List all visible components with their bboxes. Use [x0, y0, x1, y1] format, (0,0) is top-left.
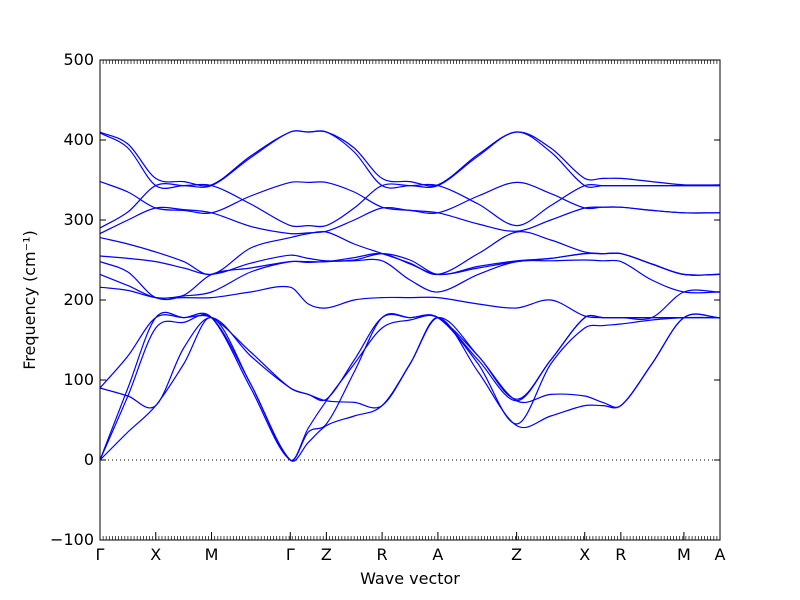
x-tick-label: Γ	[96, 545, 105, 564]
y-tick-label: 200	[63, 290, 94, 309]
y-tick-label: 100	[63, 370, 94, 389]
band-line-b4	[99, 313, 721, 409]
band-line-b3	[99, 311, 720, 461]
band-line-b11	[99, 206, 721, 235]
band-line-b13	[99, 181, 721, 214]
y-axis-title: Frequency (cm⁻¹)	[20, 230, 39, 369]
x-tick-label: R	[377, 545, 388, 564]
x-tick-label: A	[432, 545, 443, 564]
x-tick-label: Γ	[286, 545, 295, 564]
x-tick-label: Z	[511, 545, 522, 564]
band-line-b2	[99, 313, 721, 462]
band-line-b5	[99, 313, 720, 402]
x-tick-label: X	[150, 545, 161, 564]
band-line-b15	[99, 130, 721, 187]
band-line-b12	[99, 183, 720, 229]
x-tick-label: A	[715, 545, 726, 564]
band-line-b10	[99, 230, 721, 276]
band-line-b7	[99, 258, 721, 299]
y-tick-label: 400	[63, 130, 94, 149]
x-axis-title: Wave vector	[360, 569, 460, 588]
x-tick-label: R	[615, 545, 626, 564]
x-tick-label: M	[205, 545, 219, 564]
band-line-b14	[99, 130, 720, 189]
x-tick-label: M	[677, 545, 691, 564]
y-tick-label: 300	[63, 210, 94, 229]
y-tick-label: −100	[50, 530, 94, 549]
y-tick-label: 500	[63, 50, 94, 69]
y-tick-label: 0	[84, 450, 94, 469]
band-line-b1	[99, 313, 721, 462]
band-line-b6	[99, 285, 721, 321]
x-tick-label: Z	[321, 545, 332, 564]
x-tick-label: X	[579, 545, 590, 564]
plot-frame	[99, 59, 721, 541]
